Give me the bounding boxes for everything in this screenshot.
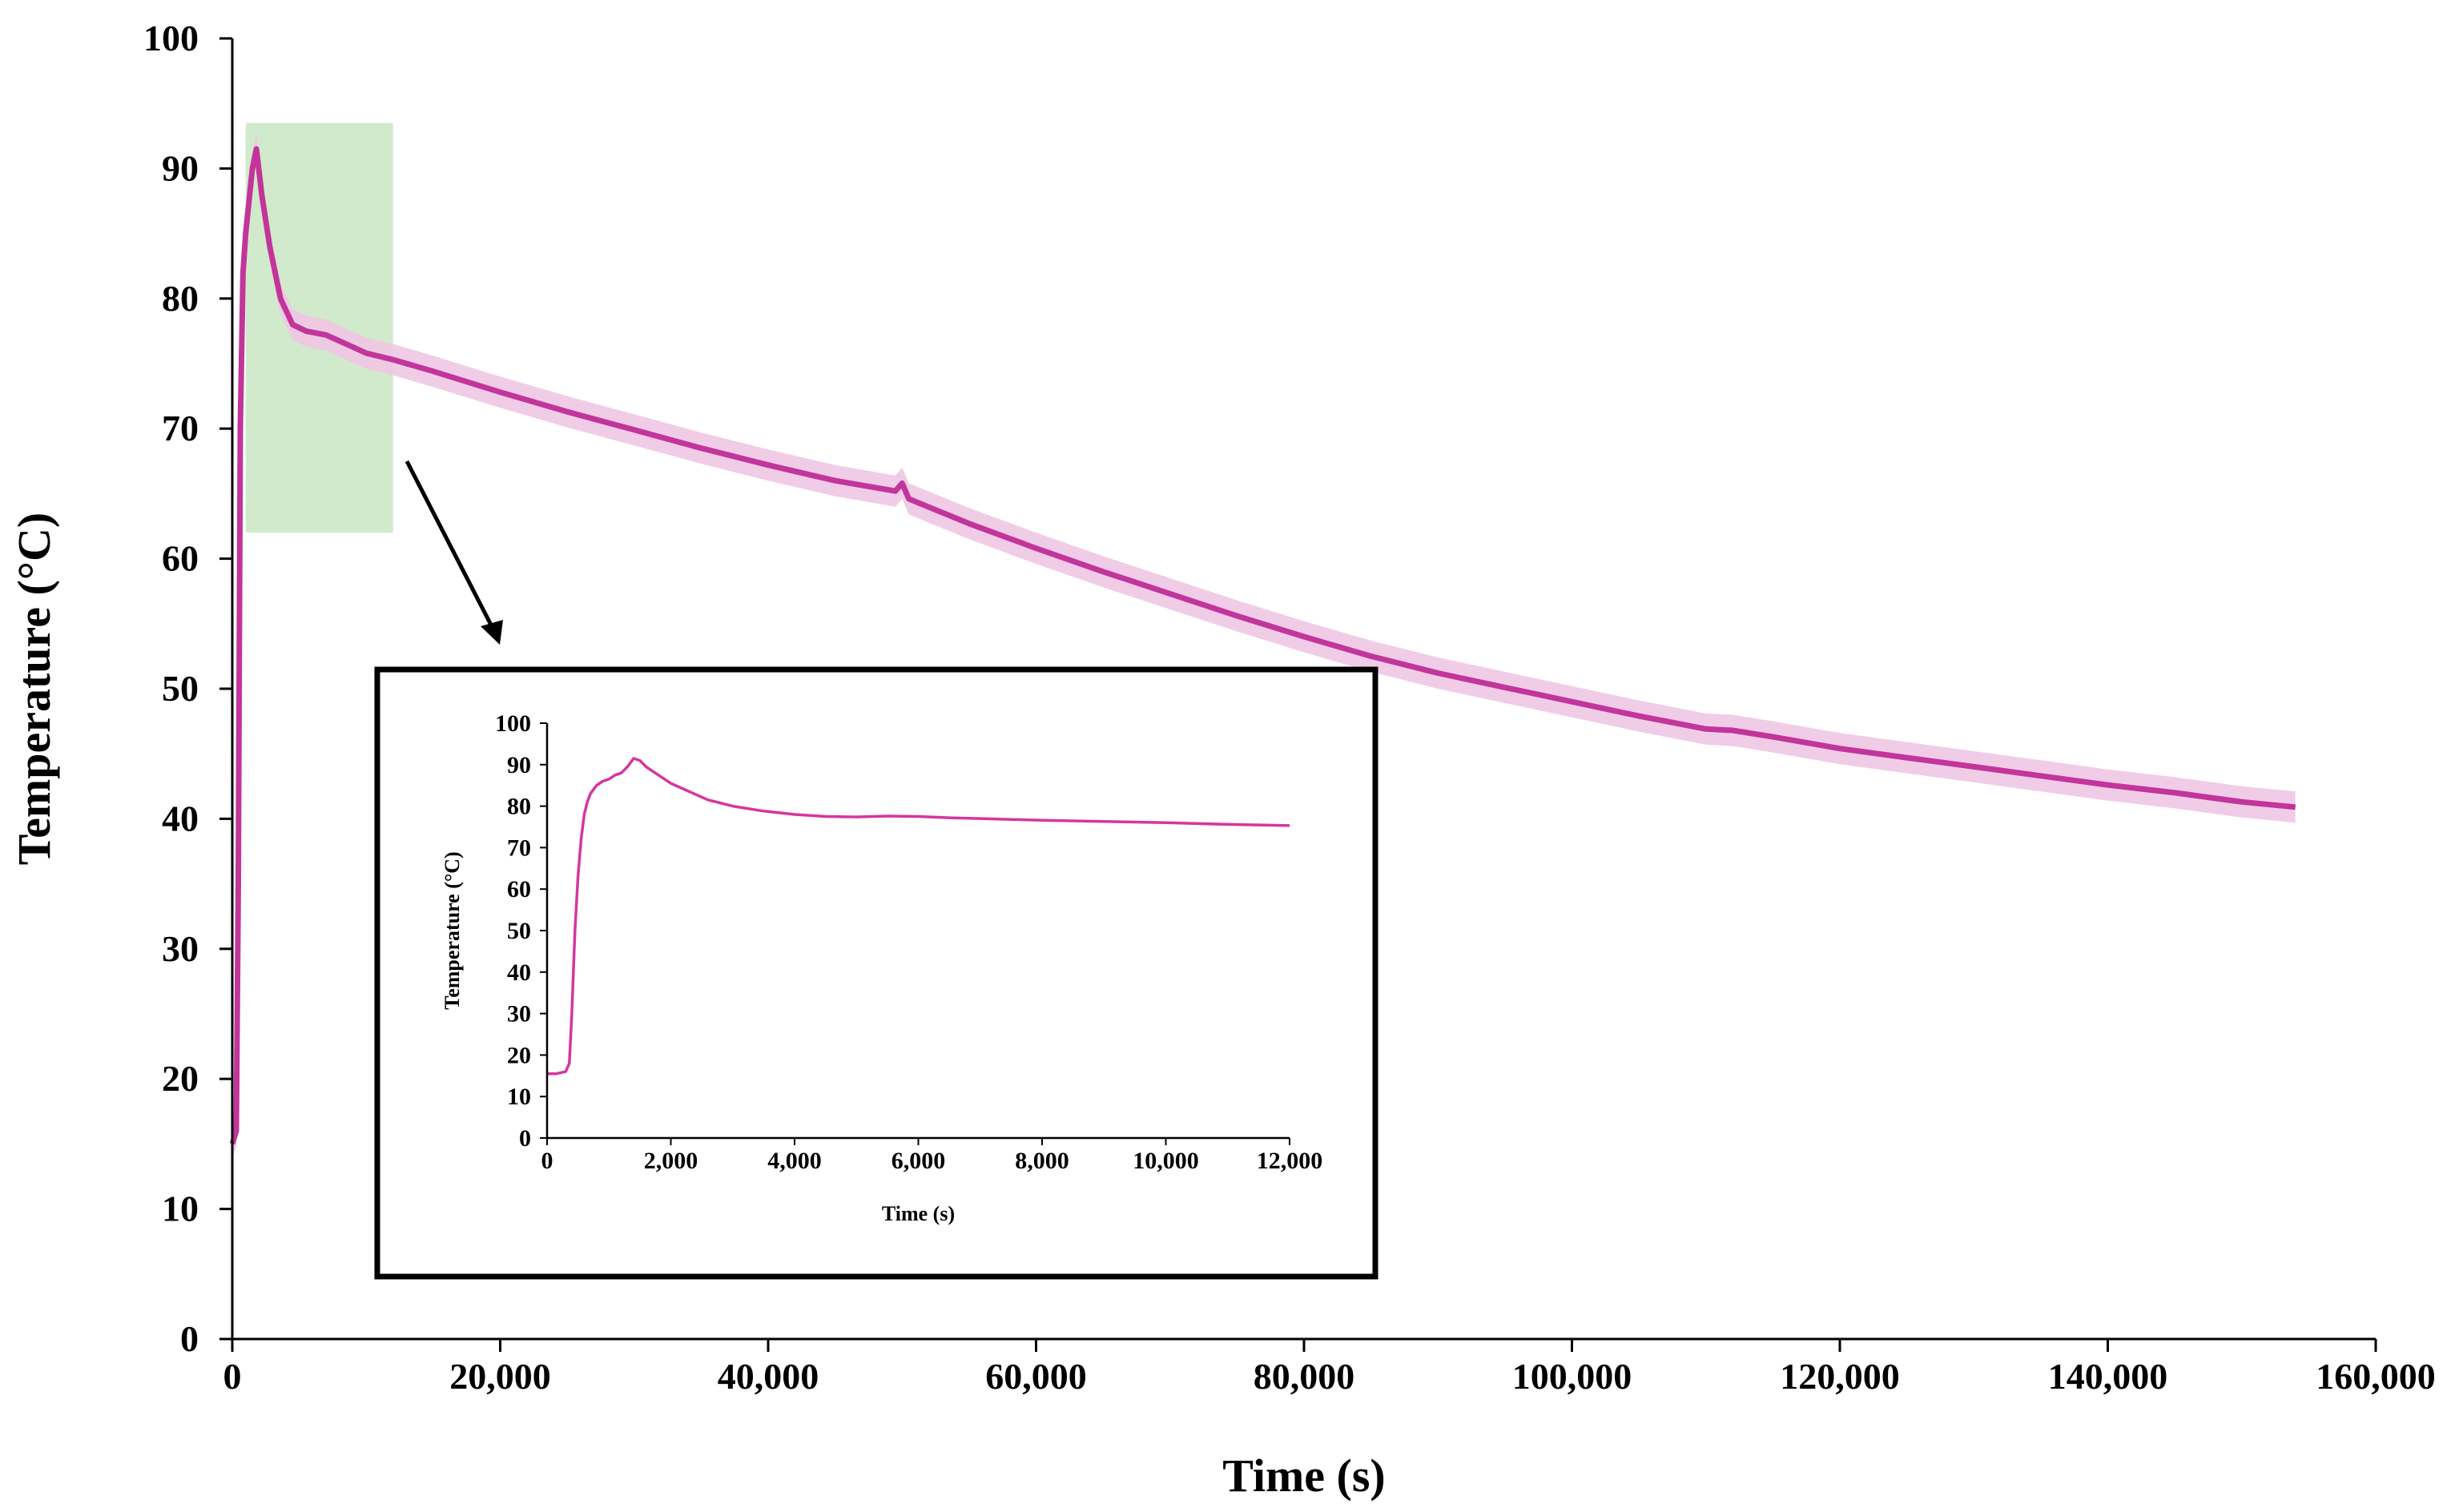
inset-x-tick-label: 4,000 (767, 1148, 822, 1174)
inset-y-tick-label: 100 (495, 710, 531, 737)
inset-y-tick-label: 20 (507, 1042, 531, 1068)
main-y-tick-label: 70 (162, 408, 199, 448)
main-y-tick-label: 10 (162, 1188, 199, 1229)
inset-x-tick-label: 10,000 (1133, 1148, 1199, 1174)
main-series-line (229, 146, 2296, 1145)
main-x-tick-label: 140,000 (2048, 1356, 2168, 1397)
main-x-tick-label: 0 (223, 1356, 242, 1397)
main-x-tick-label: 160,000 (2316, 1356, 2436, 1397)
inset-x-tick-label: 12,000 (1257, 1148, 1323, 1174)
inset-y-tick-label: 50 (507, 918, 531, 944)
inset-y-tick-label: 90 (507, 752, 531, 778)
main-y-tick-label: 90 (162, 147, 199, 188)
main-x-tick-label: 60,000 (985, 1356, 1087, 1397)
inset-y-tick-label: 80 (507, 794, 531, 820)
inset-series-line (547, 757, 1290, 1076)
main-x-tick-label: 20,000 (449, 1356, 551, 1397)
main-x-ticks: 0 20,000 40,000 60,000 80,000 100,000 120,000 1… (223, 1339, 2436, 1397)
main-x-tick-label: 100,000 (1512, 1356, 1632, 1397)
inset-x-tick-label: 2,000 (644, 1148, 698, 1174)
main-x-tick-label: 80,000 (1254, 1356, 1355, 1397)
zoom-arrow (404, 460, 503, 645)
main-y-tick-label: 20 (162, 1058, 199, 1099)
inset-x-tick-label: 0 (541, 1148, 553, 1174)
inset-x-tick-label: 6,000 (891, 1148, 946, 1174)
main-y-tick-label: 80 (162, 278, 199, 319)
main-y-tick-label: 40 (162, 798, 199, 838)
inset-x-tick-label: 8,000 (1015, 1148, 1069, 1174)
inset-y-axis-label: Temperature (°C) (441, 851, 464, 1009)
inset-y-ticks: 0 10 20 30 40 50 60 70 80 90 100 (495, 710, 547, 1152)
main-plot: 0 20,000 40,000 60,000 80,000 100,000 120,000 1… (8, 18, 2436, 1502)
main-x-tick-label: 120,000 (1780, 1356, 1900, 1397)
main-y-tick-label: 0 (180, 1318, 199, 1359)
main-x-tick-label: 40,000 (718, 1356, 819, 1397)
inset-y-tick-label: 0 (519, 1125, 531, 1152)
inset-y-tick-label: 60 (507, 876, 531, 903)
main-y-tick-label: 30 (162, 928, 199, 969)
main-y-tick-label: 60 (162, 538, 199, 579)
inset-y-tick-label: 70 (507, 834, 531, 861)
main-y-tick-label: 100 (143, 18, 199, 58)
main-y-ticks: 0 10 20 30 40 50 60 70 80 90 100 (143, 18, 232, 1359)
inset-y-tick-label: 10 (507, 1084, 531, 1110)
main-x-axis-label: Time (s) (1222, 1450, 1386, 1502)
inset-x-axis-label: Time (s) (882, 1202, 955, 1225)
main-y-axis-label: Temperature (°C) (8, 513, 60, 865)
inset-frame (374, 666, 1378, 1280)
inset-plot: 0 2,000 4,000 6,000 8,000 10,000 12,000 0 10 20 3… (374, 666, 1378, 1280)
inset-y-tick-label: 40 (507, 959, 531, 986)
main-y-tick-label: 50 (162, 668, 199, 709)
inset-x-ticks: 0 2,000 4,000 6,000 8,000 10,000 12,000 (541, 1138, 1323, 1174)
inset-y-tick-label: 30 (507, 1001, 531, 1027)
